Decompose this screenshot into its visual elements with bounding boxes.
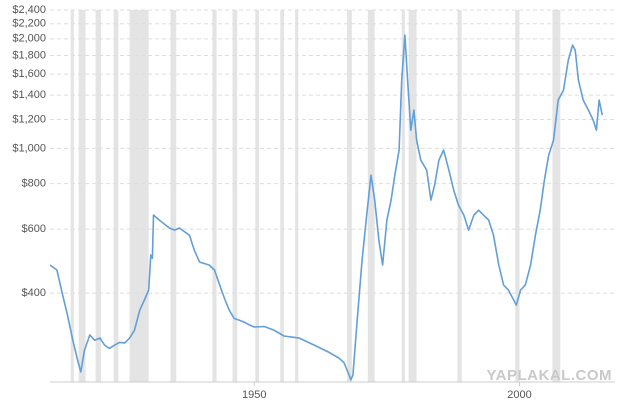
y-tick-label: $2,000 [12,33,46,45]
y-tick-label: $2,200 [12,18,46,30]
recession-band [255,10,260,382]
recession-band [129,10,149,382]
recession-band [457,10,462,382]
x-tick-label: 1950 [242,389,266,401]
y-tick-label: $1,400 [12,89,46,101]
watermark: YAPLAKAL.COM [487,367,612,384]
recession-band [280,10,284,382]
price-line [49,34,604,381]
recession-band [78,10,86,382]
recession-band [113,10,119,382]
y-tick-label: $1,600 [12,68,46,80]
y-tick-label: $800 [22,178,46,190]
recession-band [170,10,177,382]
y-tick-label: $2,400 [12,4,46,16]
y-tick-label: $1,000 [12,142,46,154]
recession-band [367,10,375,382]
recession-band [70,10,74,382]
recession-band [95,10,101,382]
recession-band [347,10,352,382]
recession-band [212,10,217,382]
recession-band [295,10,299,382]
y-tick-label: $1,800 [12,49,46,61]
recession-band [401,10,405,382]
y-tick-label: $600 [22,223,46,235]
recession-band [552,10,561,382]
recession-band [408,10,417,382]
recession-band [232,10,238,382]
y-tick-label: $1,200 [12,113,46,125]
x-tick-label: 2000 [507,389,531,401]
recession-band [515,10,520,382]
y-tick-label: $400 [22,287,46,299]
